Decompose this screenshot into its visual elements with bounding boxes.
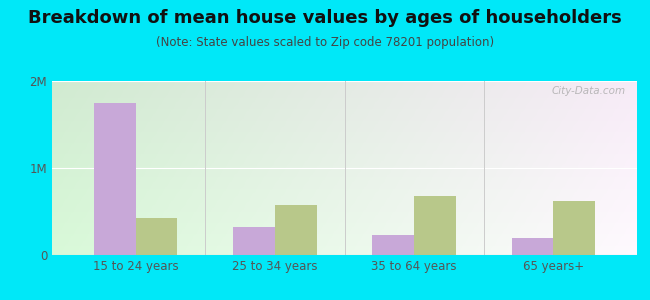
- Legend: Zip code 78201, Texas: Zip code 78201, Texas: [244, 299, 445, 300]
- Bar: [512, 238, 553, 255]
- Bar: [94, 103, 136, 255]
- Bar: [553, 201, 595, 255]
- Text: Breakdown of mean house values by ages of householders: Breakdown of mean house values by ages o…: [28, 9, 622, 27]
- Text: City-Data.com: City-Data.com: [551, 86, 625, 96]
- Text: (Note: State values scaled to Zip code 78201 population): (Note: State values scaled to Zip code 7…: [156, 36, 494, 49]
- Bar: [136, 218, 177, 255]
- Bar: [233, 227, 275, 255]
- Bar: [372, 235, 414, 255]
- Bar: [414, 196, 456, 255]
- Bar: [275, 205, 317, 255]
